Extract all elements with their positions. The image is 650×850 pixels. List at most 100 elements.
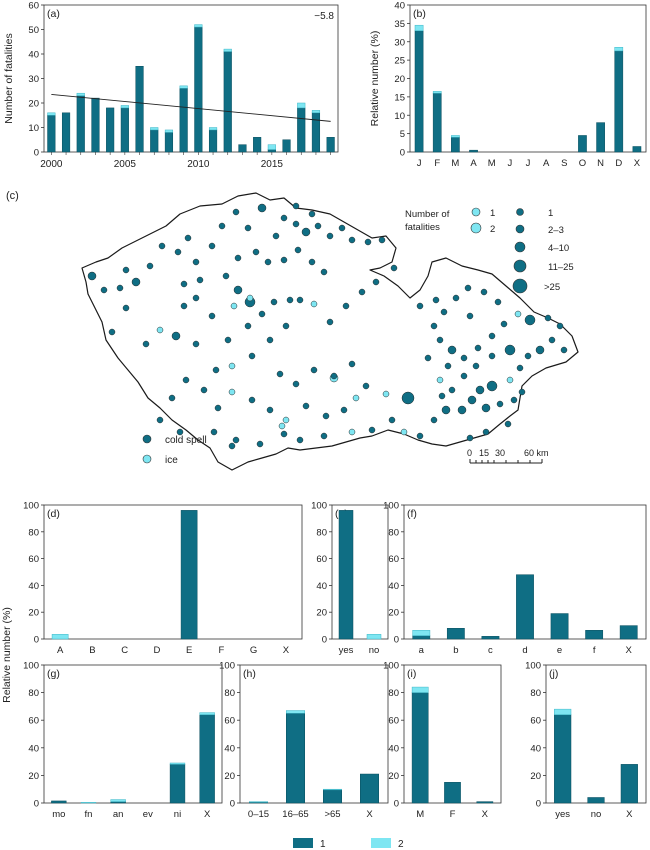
ylabel-b: Relative number (%) (369, 31, 381, 127)
map-point (222, 272, 230, 280)
bar-g-4-s1 (169, 764, 186, 804)
ytick-label-f-40: 40 (388, 581, 399, 592)
bar-g-4-s2 (169, 762, 186, 765)
xtick-label-d-2: C (121, 645, 128, 656)
panel-d: (d) 0 20 40 60 80 100 A B C D E F G X (23, 501, 303, 656)
map-point (142, 340, 150, 348)
xtick-label-a-2010: 2010 (187, 159, 210, 170)
bar-a-14-s1 (253, 137, 262, 153)
map-point (340, 406, 348, 414)
map-point (518, 388, 526, 396)
bar-a-3-s1 (91, 97, 100, 153)
map-point (294, 246, 302, 254)
legend-col-label-2: 2 (490, 224, 495, 235)
legend-ice-dot-1 (471, 207, 481, 217)
map-point (131, 277, 141, 287)
map-point (500, 320, 508, 328)
bar-f-1-s1 (446, 628, 465, 640)
bar-f-2-s1 (481, 636, 500, 640)
ytick-label-f-60: 60 (388, 554, 399, 565)
map-point (234, 254, 242, 262)
map-point (467, 395, 477, 405)
bar-f-0-s2 (412, 630, 431, 636)
ytick-label-a-10: 10 (28, 123, 39, 134)
ytick-label-i-100: 100 (383, 661, 399, 672)
map-point (310, 366, 318, 374)
ylabel-a: Number of fatalities (3, 33, 15, 123)
panel-label-f: (f) (407, 508, 417, 520)
bar-a-2-s1 (76, 95, 85, 153)
ytick-label-e-80: 80 (316, 527, 327, 538)
map-point (244, 224, 252, 232)
xtick-label-g-3: ev (143, 809, 153, 820)
map-point (233, 285, 243, 295)
ytick-label-a-50: 50 (28, 25, 39, 36)
ytick-label-i-80: 80 (388, 688, 399, 699)
ytick-label-a-0: 0 (34, 148, 39, 159)
xtick-label-b-6: J (526, 158, 531, 169)
bar-a-5-s2 (120, 105, 129, 109)
map-point (246, 294, 254, 302)
xtick-label-b-8: S (561, 158, 567, 169)
ytick-label-j-60: 60 (530, 716, 541, 727)
map-point (292, 220, 300, 228)
bar-b-10-s1 (596, 122, 605, 153)
xtick-label-i-0: M (416, 809, 424, 820)
bar-j-1-s1 (587, 797, 605, 804)
legend-label-1: 1 (320, 839, 326, 850)
map-point (382, 390, 390, 398)
map-legend-title-1: Number of (405, 209, 450, 220)
map-point (248, 352, 256, 360)
panel-a: (a) 0 10 20 30 40 50 60 2000 2005 2010 2015 −5.8 Numb… (3, 1, 339, 170)
panel-label-b: (b) (413, 8, 426, 20)
xtick-label-d-0: A (57, 645, 64, 656)
panel-g: (g) 0 20 40 60 80 100 mo fn an ev ni X (23, 661, 223, 820)
legend-size-5 (512, 278, 528, 294)
xtick-label-g-5: X (204, 809, 211, 820)
ytick-label-d-80: 80 (28, 527, 39, 538)
xtick-label-h-2: >65 (324, 809, 340, 820)
ytick-label-a-40: 40 (28, 50, 39, 61)
ytick-label-b-5: 5 (400, 129, 405, 140)
map-point (524, 352, 532, 360)
ytick-label-g-80: 80 (28, 688, 39, 699)
map-point (488, 332, 496, 340)
map-point (348, 360, 356, 368)
bar-a-2-s2 (76, 92, 85, 96)
bar-f-4-s1 (550, 613, 569, 640)
map-point (416, 302, 424, 310)
map-point (432, 296, 440, 304)
trend-label: −5.8 (314, 11, 334, 22)
panel-frame-d (43, 504, 303, 640)
map-point (180, 280, 188, 288)
map-point (158, 242, 166, 250)
map-point (460, 372, 468, 380)
xtick-label-a-2015: 2015 (261, 159, 284, 170)
map-point (464, 284, 472, 292)
bar-a-10-s1 (194, 26, 203, 153)
map-point (400, 428, 408, 436)
panel-i: (i) 0 20 40 60 80 100 M F X (383, 661, 502, 820)
xtick-label-b-10: N (597, 158, 604, 169)
xtick-label-a-2005: 2005 (114, 159, 137, 170)
bar-a-0-s1 (47, 115, 56, 153)
bar-a-0-s2 (47, 112, 56, 116)
panel-h: (h) 0 20 40 60 80 100 0–15 16–65 >65 X (219, 661, 389, 820)
xtick-label-j-2: X (626, 809, 633, 820)
ytick-label-d-20: 20 (28, 608, 39, 619)
map-point (258, 310, 266, 318)
map-point (430, 322, 438, 330)
legend-label-2: 2 (398, 839, 404, 850)
map-point (100, 286, 108, 294)
map-point (296, 436, 304, 444)
bar-b-2-s1 (451, 137, 460, 153)
ytick-label-e-0: 0 (322, 635, 327, 646)
map-point (182, 376, 190, 384)
map-point (212, 366, 220, 374)
map-point (466, 434, 474, 442)
legend-size-label-4: 11–25 (548, 262, 574, 273)
scale-label-60km: 60 km (524, 448, 549, 458)
bar-d-4-s1 (180, 510, 198, 640)
bar-g-5-s2 (199, 712, 215, 715)
